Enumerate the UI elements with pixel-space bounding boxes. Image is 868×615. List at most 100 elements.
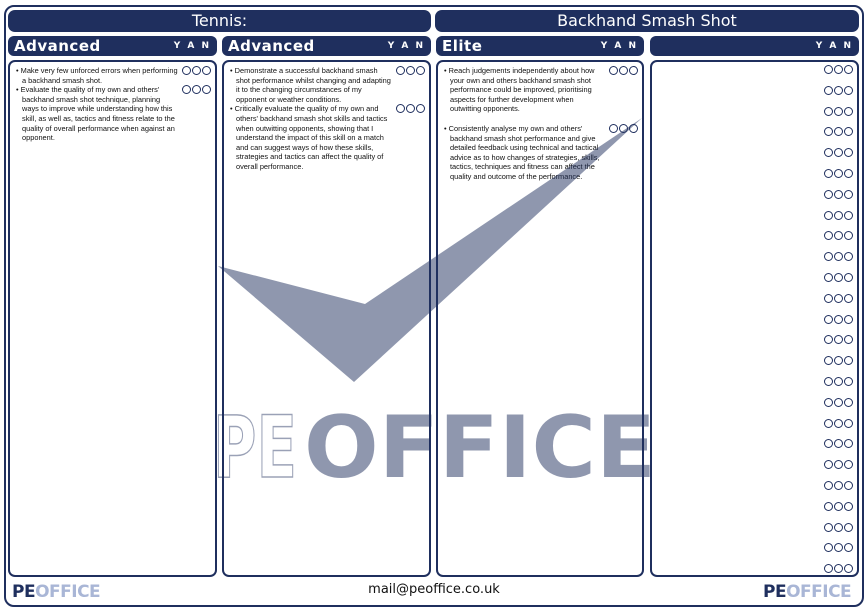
achieved-checkbox[interactable] — [834, 65, 843, 74]
not-yet-checkbox[interactable] — [844, 481, 853, 490]
not-yet-checkbox[interactable] — [844, 106, 853, 116]
yes-checkbox[interactable] — [824, 231, 833, 241]
not-yet-checkbox[interactable] — [844, 189, 853, 199]
not-yet-checkbox[interactable] — [844, 564, 853, 574]
achieved-checkbox[interactable] — [834, 460, 843, 470]
yes-checkbox[interactable] — [609, 123, 618, 133]
achieved-checkbox[interactable] — [834, 543, 843, 553]
yes-checkbox[interactable] — [824, 85, 833, 95]
achieved-checkbox[interactable] — [834, 564, 843, 574]
achieved-checkbox[interactable] — [834, 356, 843, 366]
achieved-checkbox[interactable] — [192, 85, 201, 95]
achieved-checkbox[interactable] — [834, 418, 843, 428]
yes-checkbox[interactable] — [609, 66, 618, 75]
not-yet-checkbox[interactable] — [202, 85, 211, 95]
not-yet-checkbox[interactable] — [844, 127, 853, 137]
achieved-checkbox[interactable] — [834, 189, 843, 199]
achieved-checkbox[interactable] — [834, 522, 843, 532]
not-yet-checkbox[interactable] — [844, 335, 853, 345]
achieved-checkbox[interactable] — [834, 273, 843, 282]
yes-checkbox[interactable] — [182, 85, 191, 95]
achieved-checkbox[interactable] — [834, 335, 843, 345]
yes-checkbox[interactable] — [824, 273, 833, 282]
achieved-checkbox[interactable] — [619, 123, 628, 133]
yes-checkbox[interactable] — [824, 418, 833, 428]
not-yet-checkbox[interactable] — [844, 543, 853, 553]
achieved-checkbox[interactable] — [834, 231, 843, 241]
not-yet-checkbox[interactable] — [844, 397, 853, 407]
not-yet-checkbox[interactable] — [844, 231, 853, 241]
achieved-checkbox[interactable] — [834, 85, 843, 95]
not-yet-checkbox[interactable] — [844, 252, 853, 262]
not-yet-checkbox[interactable] — [844, 169, 853, 178]
achieved-checkbox[interactable] — [406, 104, 415, 114]
not-yet-checkbox[interactable] — [416, 66, 425, 75]
achieved-checkbox[interactable] — [192, 66, 201, 75]
not-yet-checkbox[interactable] — [844, 377, 853, 386]
achieved-checkbox[interactable] — [834, 314, 843, 324]
yan-checkboxes — [824, 293, 853, 303]
achieved-checkbox[interactable] — [834, 501, 843, 511]
yes-checkbox[interactable] — [824, 210, 833, 220]
level-label: Advanced — [228, 37, 315, 55]
yan-checkboxes — [824, 252, 853, 262]
not-yet-checkbox[interactable] — [416, 104, 425, 114]
yes-checkbox[interactable] — [824, 189, 833, 199]
yes-checkbox[interactable] — [824, 127, 833, 137]
yan-label: Y A N — [173, 41, 211, 51]
not-yet-checkbox[interactable] — [844, 65, 853, 74]
achieved-checkbox[interactable] — [834, 106, 843, 116]
criterion-row: Reach judgements independently about how… — [438, 66, 642, 114]
achieved-checkbox[interactable] — [834, 169, 843, 178]
achieved-checkbox[interactable] — [834, 481, 843, 490]
achieved-checkbox[interactable] — [834, 397, 843, 407]
yes-checkbox[interactable] — [824, 481, 833, 490]
not-yet-checkbox[interactable] — [844, 293, 853, 303]
yes-checkbox[interactable] — [824, 397, 833, 407]
not-yet-checkbox[interactable] — [844, 522, 853, 532]
yes-checkbox[interactable] — [824, 501, 833, 511]
yes-checkbox[interactable] — [396, 66, 405, 75]
not-yet-checkbox[interactable] — [629, 66, 638, 75]
yes-checkbox[interactable] — [824, 148, 833, 158]
not-yet-checkbox[interactable] — [844, 314, 853, 324]
yes-checkbox[interactable] — [824, 65, 833, 74]
achieved-checkbox[interactable] — [619, 66, 628, 75]
not-yet-checkbox[interactable] — [844, 210, 853, 220]
not-yet-checkbox[interactable] — [844, 273, 853, 282]
achieved-checkbox[interactable] — [834, 210, 843, 220]
achieved-checkbox[interactable] — [834, 252, 843, 262]
yes-checkbox[interactable] — [824, 335, 833, 345]
not-yet-checkbox[interactable] — [629, 123, 638, 133]
achieved-checkbox[interactable] — [834, 439, 843, 449]
not-yet-checkbox[interactable] — [844, 418, 853, 428]
yes-checkbox[interactable] — [824, 439, 833, 449]
not-yet-checkbox[interactable] — [844, 148, 853, 158]
not-yet-checkbox[interactable] — [844, 356, 853, 366]
yes-checkbox[interactable] — [824, 460, 833, 470]
not-yet-checkbox[interactable] — [844, 501, 853, 511]
yes-checkbox[interactable] — [824, 522, 833, 532]
yes-checkbox[interactable] — [824, 169, 833, 178]
yes-checkbox[interactable] — [824, 356, 833, 366]
yan-checkboxes — [824, 481, 853, 490]
yes-checkbox[interactable] — [824, 314, 833, 324]
not-yet-checkbox[interactable] — [202, 66, 211, 75]
yes-checkbox[interactable] — [824, 106, 833, 116]
not-yet-checkbox[interactable] — [844, 439, 853, 449]
not-yet-checkbox[interactable] — [844, 85, 853, 95]
achieved-checkbox[interactable] — [406, 66, 415, 75]
yes-checkbox[interactable] — [396, 104, 405, 114]
yes-checkbox[interactable] — [824, 564, 833, 574]
footer-email[interactable]: mail@peoffice.co.uk — [368, 582, 500, 597]
achieved-checkbox[interactable] — [834, 148, 843, 158]
yes-checkbox[interactable] — [824, 543, 833, 553]
yes-checkbox[interactable] — [824, 293, 833, 303]
yes-checkbox[interactable] — [824, 252, 833, 262]
yes-checkbox[interactable] — [824, 377, 833, 386]
achieved-checkbox[interactable] — [834, 127, 843, 137]
not-yet-checkbox[interactable] — [844, 460, 853, 470]
achieved-checkbox[interactable] — [834, 293, 843, 303]
yes-checkbox[interactable] — [182, 66, 191, 75]
achieved-checkbox[interactable] — [834, 377, 843, 386]
